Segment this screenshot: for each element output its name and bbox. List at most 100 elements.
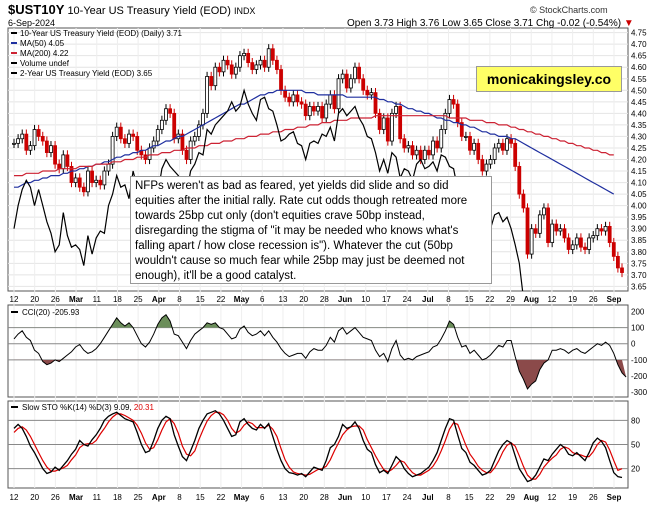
header-date: 6-Sep-2024	[8, 18, 56, 28]
price-y-tick: 4.40	[631, 109, 647, 118]
x-tick-label-bottom: 12	[10, 493, 19, 502]
candle-body	[159, 119, 164, 130]
candle-body	[168, 108, 173, 114]
price-y-tick: 4.35	[631, 121, 647, 130]
sto-y-tick: 20	[631, 465, 640, 474]
candle-body	[390, 112, 394, 142]
candle-body	[246, 52, 251, 64]
price-y-tick: 4.05	[631, 190, 647, 199]
candle-body	[77, 177, 82, 188]
candle-body	[574, 237, 579, 246]
candle-body	[517, 166, 522, 195]
candle-body	[587, 237, 592, 250]
candle-body	[377, 112, 382, 130]
price-y-tick: 4.45	[631, 98, 647, 107]
header-title: $UST10Y 10-Year US Treasury Yield (EOD) …	[8, 2, 255, 17]
candle-body	[422, 149, 427, 160]
x-tick-label: 6	[260, 295, 265, 304]
x-tick-label-bottom: 8	[177, 493, 182, 502]
x-tick-label-bottom: 11	[93, 493, 102, 502]
candle-body	[73, 177, 78, 183]
ma200-line	[14, 115, 614, 177]
candle-body	[147, 147, 152, 160]
candle-body	[509, 138, 513, 144]
price-y-tick: 4.75	[631, 29, 647, 38]
x-tick-label: 15	[196, 295, 205, 304]
candle-body	[90, 170, 94, 183]
candle-body	[353, 66, 357, 80]
x-tick-label: 26	[51, 295, 60, 304]
x-tick-label-bottom: 15	[196, 493, 205, 502]
candle-body	[283, 89, 288, 98]
x-tick-label: 11	[93, 295, 102, 304]
x-tick-label: Jun	[338, 295, 352, 304]
candle-body	[521, 193, 526, 209]
candle-body	[599, 228, 604, 232]
cci-fill-oversold	[41, 359, 627, 389]
price-y-tick: 4.70	[631, 40, 647, 49]
x-tick-label-bottom: Apr	[152, 493, 166, 502]
axis-ticks: 4.75 4.70 4.65 4.60 4.55 4.50 4.45 4.40 4.35 4.30…	[10, 29, 648, 502]
x-tick-label-bottom: 6	[260, 493, 265, 502]
candle-body	[123, 138, 127, 144]
candle-body	[233, 66, 238, 75]
candle-body	[287, 96, 292, 103]
candle-body	[295, 94, 300, 103]
candle-body	[225, 59, 230, 66]
x-tick-label: 19	[568, 295, 577, 304]
sto-panel	[13, 409, 623, 483]
price-y-tick: 3.80	[631, 248, 647, 257]
copyright: © StockCharts.com	[530, 5, 608, 15]
x-tick-label-bottom: Aug	[523, 493, 539, 502]
x-tick-label: 15	[465, 295, 474, 304]
candle-body	[443, 112, 448, 130]
candle-body	[332, 94, 337, 110]
price-y-tick: 4.60	[631, 63, 647, 72]
candle-body	[324, 103, 329, 119]
price-y-tick: 3.75	[631, 259, 647, 268]
candle-body	[49, 145, 53, 153]
candle-body	[336, 78, 341, 110]
candle-body	[406, 145, 411, 149]
candle-body	[303, 103, 308, 117]
candle-body	[254, 64, 259, 70]
cci-y-tick: 0	[631, 340, 636, 349]
annotation-box: NFPs weren't as bad as feared, yet yield…	[130, 176, 492, 284]
candle-body	[611, 242, 616, 257]
candle-body	[546, 207, 550, 243]
candle-body	[131, 133, 136, 137]
candle-body	[311, 106, 316, 112]
candle-body	[410, 145, 415, 156]
candle-body	[472, 142, 477, 151]
candle-body	[537, 214, 542, 234]
instrument-name: 10-Year US Treasury Yield (EOD)	[67, 5, 231, 17]
candle-body	[418, 149, 423, 160]
price-y-tick: 4.55	[631, 75, 647, 84]
sto-y-tick: 50	[631, 441, 640, 450]
candle-body	[570, 244, 575, 250]
candle-body	[275, 59, 279, 70]
candle-body	[16, 138, 21, 144]
x-tick-label-bottom: 28	[320, 493, 329, 502]
price-y-tick: 4.25	[631, 144, 647, 153]
candle-body	[44, 140, 49, 153]
candle-body	[361, 78, 366, 91]
price-y-tick: 4.00	[631, 202, 647, 211]
x-tick-label: 25	[134, 295, 143, 304]
ma50-line	[14, 89, 615, 195]
candle-body	[172, 112, 177, 140]
x-tick-label-bottom: 8	[446, 493, 451, 502]
x-tick-label-bottom: May	[234, 493, 250, 502]
chg-down-icon: ▼	[623, 18, 634, 29]
candle-body	[94, 179, 99, 183]
candle-body	[488, 159, 493, 165]
sto-y-tick: 80	[631, 416, 640, 425]
x-tick-label: 8	[446, 295, 451, 304]
price-panel	[12, 44, 624, 291]
candle-body	[398, 106, 403, 140]
candle-body	[607, 226, 612, 243]
candle-body	[348, 78, 353, 89]
legend-label: 10-Year US Treasury Yield (EOD) (Daily) …	[20, 29, 183, 38]
cci-y-tick: 200	[631, 307, 645, 316]
